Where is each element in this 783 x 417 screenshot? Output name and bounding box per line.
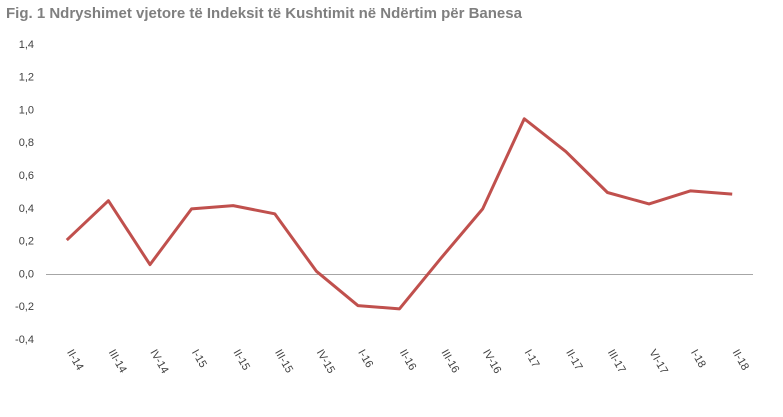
y-tick-label: 1,2 [19, 72, 34, 84]
x-tick-label: III-17 [605, 348, 628, 376]
x-tick-label: I-15 [189, 348, 209, 370]
x-tick-label: II-16 [397, 348, 418, 373]
x-tick-label: III-15 [272, 348, 295, 376]
x-tick-label: II-18 [730, 348, 751, 373]
y-tick-label: 0,4 [19, 203, 34, 215]
x-tick-label: II-14 [64, 348, 85, 373]
y-tick-label: 0,0 [19, 268, 34, 280]
x-tick-label: II-15 [231, 348, 252, 373]
x-tick-label: III-16 [438, 348, 461, 376]
x-tick-label: I-18 [688, 348, 708, 370]
y-tick-label: -0,4 [15, 334, 34, 346]
y-tick-label: 0,6 [19, 170, 34, 182]
y-tick-label: 1,4 [19, 39, 34, 51]
y-tick-label: 1,0 [19, 104, 34, 116]
x-tick-label: I-16 [355, 348, 375, 370]
y-tick-label: 0,2 [19, 236, 34, 248]
x-tick-label: I-17 [522, 348, 542, 370]
x-tick-label: VI-17 [646, 348, 670, 377]
chart-title: Fig. 1 Ndryshimet vjetore të Indeksit të… [6, 5, 523, 22]
x-tick-label: IV-16 [480, 348, 503, 376]
x-tick-label: III-14 [106, 348, 129, 376]
x-tick-label: IV-14 [147, 348, 170, 376]
x-tick-label: IV-15 [314, 348, 337, 376]
x-tick-label: II-17 [563, 348, 584, 373]
y-tick-label: -0,2 [15, 301, 34, 313]
data-line [65, 117, 733, 311]
y-tick-label: 0,8 [19, 137, 34, 149]
